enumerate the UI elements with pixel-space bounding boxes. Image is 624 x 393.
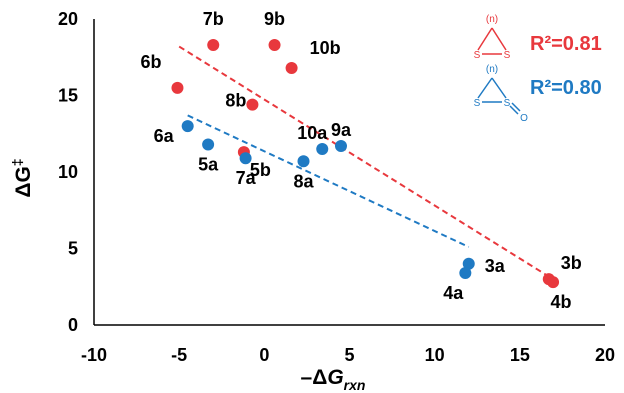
data-point-4a <box>459 266 472 279</box>
point-label-5a: 5a <box>198 154 219 174</box>
y-tick-label: 10 <box>58 162 78 182</box>
legend-red-bond <box>477 27 493 51</box>
legend-red-n: (n) <box>486 14 498 25</box>
point-label-6b: 6b <box>140 52 161 72</box>
y-axis-title-sup: ‡ <box>9 158 25 166</box>
legend-red-s2: S <box>504 50 511 61</box>
x-tick-label: -10 <box>81 345 107 365</box>
data-point-9b <box>268 39 281 52</box>
data-point-8b <box>246 98 259 111</box>
x-tick-label: 10 <box>425 345 445 365</box>
y-tick-labels: 0 5 10 15 20 <box>58 9 78 335</box>
x-tick-label: 0 <box>259 345 269 365</box>
x-axis-title: –ΔGrxn <box>301 366 366 393</box>
point-label-4a: 4a <box>443 283 464 303</box>
legend-blue-bond <box>491 77 507 99</box>
point-label-9a: 9a <box>331 120 352 140</box>
legend-red-r2: R²=0.81 <box>530 33 602 55</box>
y-axis-title-main: ΔG <box>12 166 35 197</box>
point-label-4b: 4b <box>551 292 572 312</box>
data-point-4b <box>547 276 560 289</box>
trendline-series-1 <box>187 114 470 248</box>
point-label-3a: 3a <box>485 256 506 276</box>
data-point-5a <box>202 138 215 151</box>
legend-blue-bond <box>477 77 493 99</box>
x-tick-labels: -10 -5 0 5 10 15 20 <box>81 345 615 365</box>
x-tick-label: -5 <box>171 345 187 365</box>
point-label-5b: 5b <box>250 160 271 180</box>
x-axis-title-sub: rxn <box>344 377 366 393</box>
data-point-3a <box>462 257 475 270</box>
data-points <box>171 39 560 289</box>
data-point-8a <box>297 155 310 168</box>
trendlines <box>178 45 552 279</box>
point-label-6a: 6a <box>154 126 175 146</box>
legend-blue-bond <box>509 105 519 115</box>
legend-red-structure: (n) S S <box>474 14 511 61</box>
point-label-3b: 3b <box>561 253 582 273</box>
y-tick-label: 0 <box>68 315 78 335</box>
legend-blue-s1: S <box>474 98 481 109</box>
x-axis-title-main: G <box>327 366 343 389</box>
point-label-7a: 7a <box>236 168 257 188</box>
data-point-6b <box>171 81 184 94</box>
trendline-series-0 <box>178 45 552 279</box>
data-point-7a <box>239 152 252 165</box>
axes <box>93 19 605 326</box>
point-label-9b: 9b <box>264 9 285 29</box>
data-point-7b <box>207 39 220 52</box>
legend-blue-n: (n) <box>486 64 498 75</box>
x-tick-label: 5 <box>344 345 354 365</box>
x-axis-title-prefix: –Δ <box>301 366 328 389</box>
x-tick-label: 20 <box>595 345 615 365</box>
y-tick-label: 15 <box>58 86 78 106</box>
data-point-10a <box>316 143 329 156</box>
point-labels: 7b 9b 10b 6b 8b 5b 3b 4b 6a 5a 7a 8a 10a 9a 3a 4a <box>140 9 581 312</box>
x-tick-label: 15 <box>510 345 530 365</box>
legend-red-s1: S <box>474 50 481 61</box>
point-label-7b: 7b <box>203 9 224 29</box>
point-label-8b: 8b <box>225 91 246 111</box>
legend-red-bond <box>491 27 507 51</box>
data-point-6a <box>181 120 194 133</box>
legend-blue-bond <box>511 102 521 112</box>
legend-blue-s2: S <box>504 98 511 109</box>
y-axis-title: ΔG‡ <box>9 158 35 197</box>
y-tick-label: 5 <box>68 239 78 259</box>
data-point-10b <box>285 61 298 74</box>
point-label-10b: 10b <box>310 38 341 58</box>
point-label-10a: 10a <box>297 123 328 143</box>
legend-blue-r2: R²=0.80 <box>530 77 602 99</box>
y-tick-label: 20 <box>58 9 78 29</box>
point-label-8a: 8a <box>293 171 314 191</box>
data-point-9a <box>334 139 347 152</box>
legend-blue-o: O <box>520 113 528 124</box>
legend-blue-structure: (n) S S O <box>474 64 528 124</box>
